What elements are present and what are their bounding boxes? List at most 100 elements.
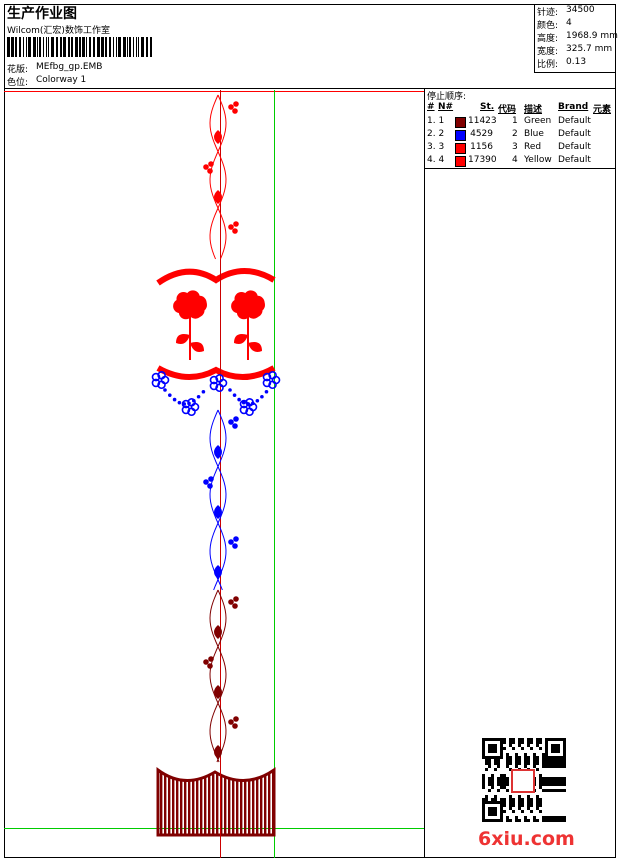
qr-module	[521, 741, 524, 744]
qr-module	[491, 807, 494, 810]
blue-petal	[268, 370, 277, 380]
qr-module	[482, 783, 485, 786]
qr-module	[560, 789, 563, 792]
qr-module	[551, 759, 554, 762]
qr-module	[545, 816, 548, 819]
qr-module	[527, 759, 530, 762]
qr-module	[509, 756, 512, 759]
qr-module	[563, 780, 566, 783]
qr-module	[524, 819, 527, 822]
leaf	[214, 625, 222, 639]
qr-module	[518, 738, 521, 741]
qr-module	[560, 780, 563, 783]
qr-module	[485, 762, 488, 765]
qr-module	[560, 738, 563, 741]
qr-module	[563, 816, 566, 819]
vine	[209, 589, 227, 763]
blue-petal	[157, 370, 166, 380]
qr-module	[545, 747, 548, 750]
bar	[7, 37, 10, 57]
bead	[228, 388, 232, 392]
leaf	[248, 342, 262, 352]
qr-module	[536, 768, 539, 771]
bar	[68, 37, 70, 57]
qr-module	[506, 759, 509, 762]
qr-module	[497, 801, 500, 804]
qr-module	[518, 762, 521, 765]
qr-module	[548, 789, 551, 792]
berry	[207, 663, 213, 669]
vine	[209, 589, 227, 763]
bead	[264, 389, 269, 394]
qr-module	[545, 744, 548, 747]
qr-module	[488, 819, 491, 822]
row-index: 1. 1	[427, 116, 445, 126]
qr-module	[539, 801, 542, 804]
row-index: 2. 2	[427, 129, 445, 139]
qr-module	[503, 783, 506, 786]
qr-module	[524, 765, 527, 768]
qr-module	[536, 762, 539, 765]
qr-module	[554, 747, 557, 750]
info-value: 325.7 mm	[566, 44, 613, 54]
qr-module	[482, 750, 485, 753]
qr-module	[485, 738, 488, 741]
bead	[237, 397, 241, 402]
qr-module	[494, 762, 497, 765]
qr-module	[503, 738, 506, 741]
leaf	[214, 130, 222, 144]
color-swatch	[455, 143, 466, 154]
qr-module	[497, 777, 500, 780]
qr-module	[539, 786, 542, 789]
qr-module	[542, 780, 545, 783]
blue-petal	[245, 407, 254, 417]
qr-module	[500, 744, 503, 747]
description: Red	[524, 142, 542, 152]
qr-module	[509, 768, 512, 771]
qr-module	[554, 744, 557, 747]
qr-module	[536, 756, 539, 759]
qr-module	[539, 741, 542, 744]
qr-module	[557, 738, 560, 741]
bead	[163, 388, 167, 392]
qr-module	[485, 756, 488, 759]
qr-module	[518, 798, 521, 801]
qr-module	[518, 741, 521, 744]
qr-module	[560, 783, 563, 786]
blue-petal	[209, 381, 219, 391]
qr-module	[539, 780, 542, 783]
qr-module	[551, 819, 554, 822]
bar	[63, 37, 66, 57]
info-label: 比例:	[537, 60, 559, 70]
qr-module	[509, 819, 512, 822]
description: Blue	[524, 129, 544, 139]
berry	[228, 104, 234, 110]
qr-module	[536, 795, 539, 798]
qr-module	[482, 807, 485, 810]
blue-petal	[157, 380, 166, 390]
qr-module	[548, 765, 551, 768]
qr-module	[557, 750, 560, 753]
qr-module	[545, 765, 548, 768]
info-label: 高度:	[537, 34, 559, 44]
qr-module	[488, 738, 491, 741]
qr-module	[557, 789, 560, 792]
berry	[233, 596, 239, 602]
vine	[209, 94, 227, 260]
qr-module	[527, 807, 530, 810]
berry	[228, 719, 234, 725]
qr-module	[497, 738, 500, 741]
blue-petal	[181, 405, 191, 415]
leaf	[214, 445, 222, 459]
info-label: 颜色:	[537, 21, 559, 31]
qr-module	[515, 765, 518, 768]
qr-module	[503, 777, 506, 780]
qr-module	[539, 747, 542, 750]
qr-module	[482, 816, 485, 819]
qr-module	[527, 819, 530, 822]
bar	[113, 37, 114, 57]
blue-petal	[151, 372, 161, 382]
berry	[233, 221, 239, 227]
qr-module	[497, 759, 500, 762]
vine	[209, 409, 227, 591]
